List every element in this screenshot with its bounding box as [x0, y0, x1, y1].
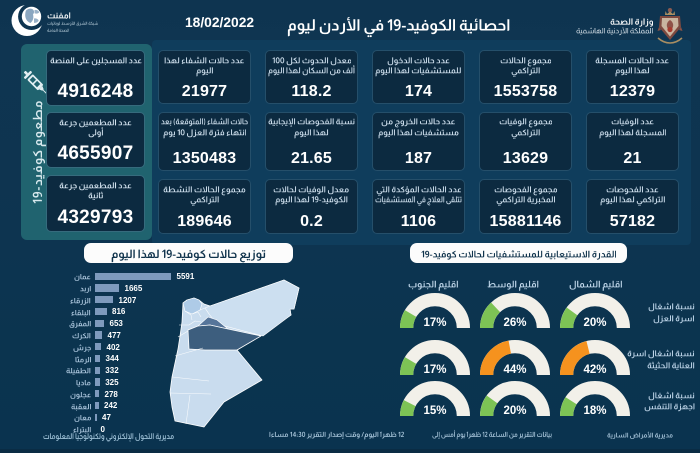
svg-text:20%: 20%: [583, 317, 606, 329]
svg-text:17%: 17%: [423, 317, 446, 329]
svg-text:15%: 15%: [423, 405, 446, 417]
svg-text:42%: 42%: [583, 364, 606, 376]
svg-text:26%: 26%: [503, 317, 526, 329]
svg-text:20%: 20%: [503, 405, 526, 417]
svg-text:18%: 18%: [583, 405, 606, 417]
svg-text:44%: 44%: [503, 364, 526, 376]
svg-text:17%: 17%: [423, 364, 446, 376]
